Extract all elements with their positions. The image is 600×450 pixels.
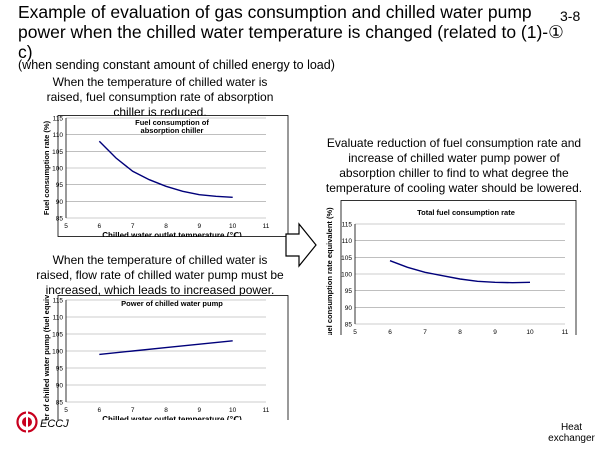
series-line xyxy=(99,340,233,356)
y-axis-label: Fuel consumption rate (%) xyxy=(42,120,51,215)
y-tick-label: 85 xyxy=(56,216,64,223)
arrow-right-icon xyxy=(285,222,317,273)
y-tick-label: 85 xyxy=(56,400,64,407)
x-tick-label: 10 xyxy=(229,223,237,230)
y-axis-label: Power of chilled water pump (fuel equiva… xyxy=(42,295,51,420)
y-tick-label: 100 xyxy=(52,349,63,356)
x-tick-label: 8 xyxy=(164,407,168,414)
chart-frame xyxy=(340,200,577,343)
eccj-logo-icon xyxy=(16,410,38,441)
chart-frame xyxy=(57,115,289,237)
y-tick-label: 90 xyxy=(56,199,64,206)
x-tick-label: 5 xyxy=(64,223,68,230)
x-tick-label: 10 xyxy=(229,407,237,414)
x-tick-label: 11 xyxy=(562,329,569,335)
y-tick-label: 85 xyxy=(345,322,353,329)
y-tick-label: 90 xyxy=(345,305,353,312)
y-tick-label: 90 xyxy=(56,383,64,390)
x-tick-label: 8 xyxy=(164,223,168,230)
x-tick-label: 7 xyxy=(131,407,135,414)
x-tick-label: 11 xyxy=(263,407,270,414)
note-pump-power: When the temperature of chilled water is… xyxy=(36,253,284,297)
series-line xyxy=(98,140,233,198)
chart-fuel-consumption-svg: 85 90 95 100 105 110 115 5 6 7 8 9 10 11 Chilled water… xyxy=(42,115,289,240)
x-tick-label: 6 xyxy=(98,407,102,414)
page-title: Example of evaluation of gas consumption… xyxy=(18,2,564,62)
y-tick-label: 115 xyxy=(342,222,353,229)
y-tick-label: 110 xyxy=(53,315,64,322)
y-tick-label: 100 xyxy=(341,272,352,279)
x-tick-label: 5 xyxy=(64,407,68,414)
logo-text: ECCJ xyxy=(40,418,69,430)
x-tick-label: 6 xyxy=(388,329,392,335)
x-tick-label: 8 xyxy=(458,329,462,335)
y-tick-label: 95 xyxy=(56,366,64,373)
y-tick-label: 105 xyxy=(52,149,63,156)
y-tick-label: 95 xyxy=(56,182,64,189)
y-tick-label: 115 xyxy=(53,298,64,305)
chart-pump-power: 85 90 95 100 105 110 115 5 6 7 8 9 10 11 Chilled water… xyxy=(40,265,290,436)
x-tick-label: 10 xyxy=(526,329,534,335)
chart-title: Total fuel consumption rate xyxy=(417,208,515,217)
x-tick-label: 9 xyxy=(198,407,202,414)
chart-title: Fuel consumption of absorption chiller xyxy=(135,118,209,135)
note-fuel-reduction: When the temperature of chilled water is… xyxy=(46,75,274,119)
x-tick-label: 9 xyxy=(493,329,497,335)
y-axis-label: Fuel consumption rate equivalent (%) xyxy=(325,207,334,335)
x-tick-label: 7 xyxy=(423,329,427,335)
x-axis-label: Chilled water outlet temperature (℃) xyxy=(102,415,242,420)
y-tick-label: 110 xyxy=(342,238,353,245)
y-tick-label: 105 xyxy=(52,332,63,339)
note-evaluation: Evaluate reduction of fuel consumption r… xyxy=(325,136,583,195)
y-tick-label: 110 xyxy=(53,132,64,139)
y-tick-label: 115 xyxy=(53,116,64,123)
chart-frame xyxy=(57,295,289,421)
footer-label: Heat exchanger xyxy=(548,422,595,444)
y-tick-label: 105 xyxy=(341,255,352,262)
x-tick-label: 9 xyxy=(198,223,202,230)
page-number: 3-8 xyxy=(560,8,581,24)
x-tick-label: 6 xyxy=(98,223,102,230)
x-tick-label: 11 xyxy=(263,223,270,230)
x-tick-label: 7 xyxy=(131,223,135,230)
chart-fuel-consumption: 85 90 95 100 105 110 115 5 6 7 8 9 10 11 Chilled water… xyxy=(40,115,290,242)
chart-pump-power-svg: 85 90 95 100 105 110 115 5 6 7 8 9 10 11 Chilled water… xyxy=(42,265,289,436)
x-tick-label: 5 xyxy=(353,329,357,335)
chart-title: Power of chilled water pump xyxy=(121,299,223,308)
y-tick-label: 95 xyxy=(345,288,353,295)
page-subtitle: (when sending constant amount of chilled… xyxy=(18,58,335,72)
y-tick-label: 100 xyxy=(52,166,63,173)
x-axis-label: Chilled water outlet temperature (℃) xyxy=(102,231,242,237)
series-line xyxy=(389,260,531,284)
